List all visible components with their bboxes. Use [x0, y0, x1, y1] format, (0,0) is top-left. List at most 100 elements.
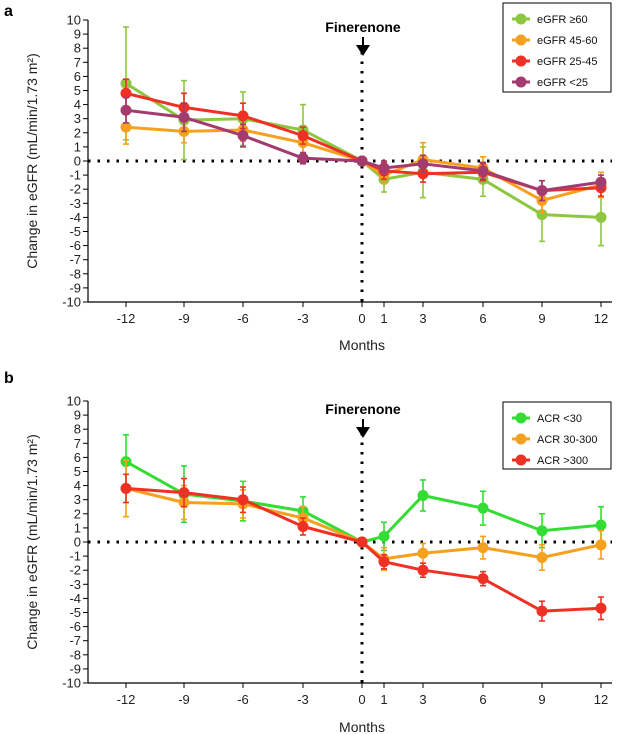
finerenone-annotation: Finerenone — [325, 19, 401, 35]
data-point — [477, 542, 489, 554]
y-tick-label: 0 — [74, 535, 81, 550]
legend-label: eGFR 25-45 — [537, 56, 598, 68]
x-tick-label: -3 — [297, 311, 309, 326]
series-ACR >300 — [120, 473, 607, 622]
series-line — [125, 486, 602, 613]
data-point — [417, 564, 429, 576]
y-tick-label: -1 — [69, 168, 81, 183]
data-point — [297, 152, 309, 164]
legend-label: ACR 30-300 — [537, 434, 598, 446]
data-point — [120, 482, 132, 494]
x-tick-label: 3 — [419, 311, 426, 326]
legend-label: eGFR ≥60 — [537, 14, 588, 26]
data-point — [536, 525, 548, 537]
y-tick-label: 9 — [74, 408, 81, 423]
data-point — [237, 110, 249, 122]
data-point — [237, 494, 249, 506]
legend-swatch-marker — [515, 412, 527, 424]
data-point — [417, 158, 429, 170]
data-point — [178, 487, 190, 499]
y-tick-label: 6 — [74, 69, 81, 84]
x-tick-label: -9 — [178, 311, 190, 326]
data-point — [356, 536, 368, 548]
x-axis-title: Months — [339, 719, 385, 734]
y-tick-label: 2 — [74, 506, 81, 521]
y-tick-label: 7 — [74, 55, 81, 70]
series-ACR 30-300 — [120, 459, 607, 572]
y-axis-title: Change in eGFR (mL/min/1.73 m²) — [24, 53, 40, 269]
x-tick-label: -9 — [178, 692, 190, 707]
x-tick-label: 0 — [358, 692, 365, 707]
legend: eGFR ≥60 eGFR 45-60 eGFR 25-45 eGFR <25 — [502, 2, 612, 93]
series-line — [125, 108, 602, 193]
data-point — [297, 520, 309, 532]
legend-swatch-marker — [515, 454, 527, 466]
data-point — [536, 605, 548, 617]
y-tick-label: -6 — [69, 619, 81, 634]
data-point — [378, 530, 390, 542]
data-point — [477, 573, 489, 585]
data-point — [378, 162, 390, 174]
series-line — [125, 82, 602, 219]
y-tick-label: -1 — [69, 549, 81, 564]
y-tick-label: 10 — [67, 394, 81, 409]
x-tick-label: 6 — [479, 692, 486, 707]
y-tick-label: 10 — [67, 13, 81, 28]
y-tick-label: -8 — [69, 647, 81, 662]
x-tick-label: 3 — [419, 692, 426, 707]
x-tick-label: -3 — [297, 692, 309, 707]
data-point — [477, 502, 489, 514]
y-tick-label: 4 — [74, 478, 81, 493]
y-tick-label: 7 — [74, 436, 81, 451]
x-tick-label: 1 — [380, 311, 387, 326]
data-point — [417, 489, 429, 501]
data-point — [378, 556, 390, 568]
legend-swatch-marker — [515, 433, 527, 445]
data-point — [356, 155, 368, 167]
data-point — [120, 121, 132, 133]
legend: ACR <30 ACR 30-300 ACR >300 — [502, 401, 612, 470]
y-tick-label: 4 — [74, 97, 81, 112]
y-tick-label: 8 — [74, 422, 81, 437]
data-point — [417, 547, 429, 559]
y-tick-label: 6 — [74, 450, 81, 465]
data-point — [477, 165, 489, 177]
legend-label: ACR >300 — [537, 455, 588, 467]
y-tick-label: -7 — [69, 633, 81, 648]
data-point — [120, 87, 132, 99]
data-point — [536, 552, 548, 564]
panel-letter: a — [4, 3, 13, 20]
y-tick-label: 5 — [74, 464, 81, 479]
y-tick-label: 1 — [74, 520, 81, 535]
arrow-down-icon — [356, 45, 370, 56]
x-tick-label: 12 — [594, 692, 608, 707]
y-tick-label: -3 — [69, 196, 81, 211]
legend-label: ACR <30 — [537, 413, 582, 425]
x-tick-label: -6 — [237, 692, 249, 707]
y-tick-label: -3 — [69, 577, 81, 592]
x-tick-label: 12 — [594, 311, 608, 326]
series-eGFR <25 — [120, 96, 607, 202]
data-point — [536, 209, 548, 221]
panel-letter: b — [4, 370, 14, 387]
x-tick-label: 0 — [358, 311, 365, 326]
legend-swatch-marker — [515, 34, 527, 46]
legend-swatch-marker — [515, 13, 527, 25]
data-point — [595, 602, 607, 614]
x-tick-label: -12 — [117, 692, 136, 707]
y-tick-label: -7 — [69, 252, 81, 267]
x-tick-label: 9 — [538, 692, 545, 707]
y-tick-label: -5 — [69, 224, 81, 239]
y-tick-label: 9 — [74, 27, 81, 42]
legend-swatch-marker — [515, 76, 527, 88]
data-point — [595, 211, 607, 223]
x-tick-label: 9 — [538, 311, 545, 326]
y-tick-label: 3 — [74, 111, 81, 126]
series-line — [125, 125, 602, 202]
x-axis-title: Months — [339, 337, 385, 353]
data-point — [595, 519, 607, 531]
legend-swatch-marker — [515, 55, 527, 67]
y-tick-label: -10 — [62, 676, 81, 691]
